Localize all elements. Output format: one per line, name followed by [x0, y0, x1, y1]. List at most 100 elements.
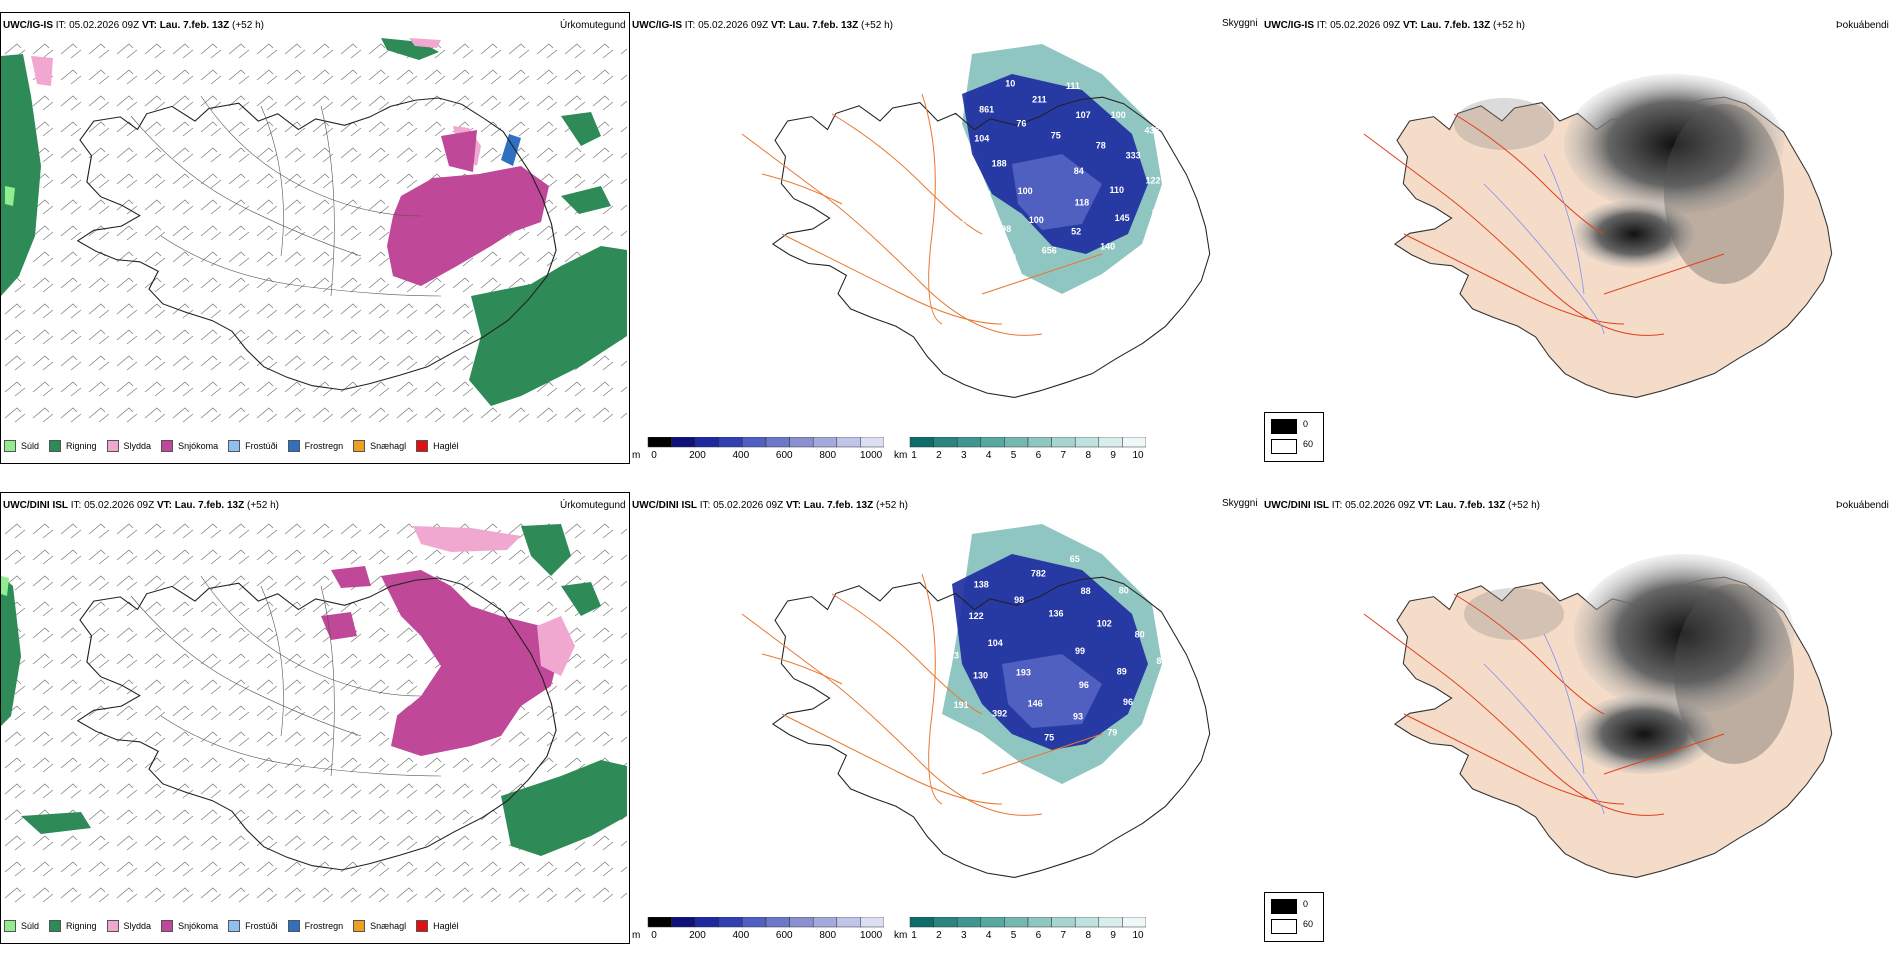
colorbar-tick: 10	[1132, 450, 1144, 461]
colorbar-tick: 200	[689, 450, 706, 461]
cloud-base-label: 146	[1028, 699, 1043, 709]
legend-item: Haglél	[416, 440, 459, 452]
colorbar-segment	[647, 436, 672, 448]
rivers-layer	[1483, 153, 1605, 335]
colorbar-segment	[694, 436, 720, 448]
it-label: IT:	[1331, 500, 1343, 511]
colorbar-tick: 800	[819, 930, 837, 941]
it-value: 05.02.2026 09Z	[1345, 500, 1416, 511]
rain-area-ne	[521, 524, 571, 576]
it-label: IT:	[699, 500, 711, 511]
vt-label: VT:	[1417, 500, 1433, 511]
legend-label: Haglél	[433, 921, 459, 931]
colorbar-tick: 7	[1060, 930, 1067, 941]
legend-item: Súld	[4, 920, 39, 932]
legend-item: Rigning	[49, 440, 97, 452]
colorbar-tick: 7	[1060, 450, 1067, 461]
colorbar-segment	[1074, 916, 1100, 928]
colorbar-tick: 400	[732, 450, 750, 461]
model-name: UWC/DINI ISL	[3, 500, 68, 511]
legend-label: Frostregn	[304, 441, 344, 451]
cloud-base-label: 52	[1071, 227, 1081, 237]
cloud-base-label: 122	[969, 611, 984, 621]
colorbar-tick: 2	[936, 930, 942, 941]
colorbar-segment	[671, 436, 696, 448]
cloud-visibility-panel: UWC/IG-IS IT: 05.02.2026 09Z VT: Lau. 7.…	[632, 12, 1264, 482]
legend-label: Rigning	[66, 441, 97, 451]
vt-label: VT:	[1402, 20, 1418, 31]
colorbar-segment	[718, 916, 743, 928]
colorbar-tick: 600	[775, 450, 793, 461]
panel-header: UWC/DINI ISL IT: 05.02.2026 09Z VT: Lau.…	[3, 500, 279, 511]
rain-area-east-1	[561, 582, 601, 616]
legend-item: Snæhagl	[353, 440, 406, 452]
colorbar-segment	[956, 436, 982, 448]
cloud-base-label: 123	[944, 651, 959, 661]
colorbar-segment	[836, 916, 861, 928]
colorbar-tick: 1	[911, 930, 917, 941]
height-colorbar: m 0 200 400 600 800 1000	[632, 436, 885, 472]
cloud-base-label: 438	[1144, 126, 1159, 136]
colorbar-segment	[765, 916, 790, 928]
fog-east	[1674, 584, 1794, 764]
cloud-base-label: 211	[1032, 95, 1047, 105]
cloud-base-label: 193	[1016, 668, 1031, 678]
low-cloud-area	[952, 554, 1148, 750]
vt-value: Lau. 7.feb. 13Z	[174, 500, 245, 511]
cloud-base-label: 75	[1044, 732, 1054, 742]
fog-indicator-panel: UWC/DINI ISL IT: 05.02.2026 09Z VT: Lau.…	[1264, 492, 1900, 962]
legend-item: Slydda	[106, 440, 151, 452]
snow-area-nw	[331, 566, 371, 588]
legend-item: Snjókoma	[161, 920, 218, 932]
legend-item: Frostregn	[287, 920, 344, 932]
legend-swatch	[4, 920, 16, 932]
cloud-visibility-panel: UWC/DINI ISL IT: 05.02.2026 09Z VT: Lau.…	[632, 492, 1264, 962]
vt-value: Lau. 7.feb. 13Z	[1420, 20, 1491, 31]
legend-label: Slydda	[123, 921, 152, 931]
it-label: IT:	[1316, 20, 1328, 31]
legend-label: Snæhagl	[370, 921, 407, 931]
panel-title: Skyggni	[1222, 18, 1258, 29]
vt-label: VT:	[156, 500, 172, 511]
colorbar-tick: 10	[1132, 930, 1144, 941]
colorbar-segment	[1122, 916, 1147, 928]
fog-legend-low: 60	[1303, 439, 1314, 449]
cloud-base-label: 96	[1123, 697, 1133, 707]
height-colorbar-scale	[647, 436, 885, 448]
height-unit: m	[632, 450, 641, 461]
cloud-base-label: 89	[1117, 666, 1127, 676]
it-label: IT:	[684, 20, 696, 31]
vt-value: Lau. 7.feb. 13Z	[803, 500, 874, 511]
drizzle-area	[5, 186, 15, 206]
colorbar-segment	[694, 916, 720, 928]
row-dini: UWC/DINI ISL IT: 05.02.2026 09Z VT: Lau.…	[0, 492, 1900, 962]
cloud-base-label: 78	[1096, 140, 1106, 150]
height-colorbar: m 0 200 400 600 800 1000	[632, 916, 885, 952]
legend-label: Frostregn	[304, 921, 344, 931]
cloud-base-label: 75	[1051, 131, 1061, 141]
panel-header: UWC/DINI ISL IT: 05.02.2026 09Z VT: Lau.…	[632, 500, 908, 511]
sleet-area-e	[537, 616, 575, 676]
cloud-base-label: 140	[1100, 241, 1115, 251]
legend-swatch	[106, 920, 119, 932]
fog-core-north	[1574, 554, 1794, 714]
rain-area-sw	[21, 812, 91, 834]
fog-legend-high: 0	[1303, 899, 1309, 909]
legend-swatch	[228, 920, 241, 932]
colorbar-segment	[980, 436, 1005, 448]
colorbar-segment	[812, 916, 838, 928]
legend-item: Snæhagl	[353, 920, 406, 932]
colorbar-tick: 200	[689, 930, 706, 941]
precip-type-legend: Súld Rigning Slydda Snjókoma Frostúði Fr…	[4, 440, 469, 452]
cloud-base-label: 782	[1031, 569, 1046, 579]
visibility-unit: km	[894, 930, 908, 941]
colorbar-segment	[1098, 916, 1123, 928]
legend-swatch	[416, 440, 429, 452]
colorbar-tick: 9	[1110, 930, 1116, 941]
colorbar-segment	[742, 916, 767, 928]
panel-title: Skyggni	[1222, 498, 1258, 509]
cloud-base-label: 191	[954, 700, 969, 710]
colorbar-segment	[860, 436, 885, 448]
rain-area-west	[1, 54, 41, 296]
model-name: UWC/IG-IS	[1264, 20, 1314, 31]
